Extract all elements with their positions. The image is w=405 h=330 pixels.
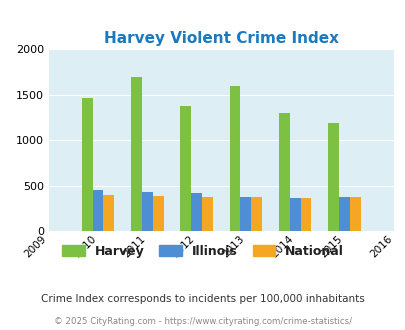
Bar <box>92 190 103 231</box>
Bar <box>338 197 349 231</box>
Bar <box>349 197 360 231</box>
Bar <box>152 196 163 231</box>
Bar <box>103 195 114 231</box>
Bar <box>202 196 212 231</box>
Text: Crime Index corresponds to incidents per 100,000 inhabitants: Crime Index corresponds to incidents per… <box>41 294 364 304</box>
Bar <box>180 106 191 231</box>
Bar <box>251 197 262 231</box>
Bar <box>240 197 251 231</box>
Bar <box>327 123 338 231</box>
Text: © 2025 CityRating.com - https://www.cityrating.com/crime-statistics/: © 2025 CityRating.com - https://www.city… <box>54 317 351 326</box>
Bar <box>229 86 240 231</box>
Bar <box>300 198 311 231</box>
Bar <box>278 113 289 231</box>
Bar <box>289 198 300 231</box>
Bar <box>81 98 92 231</box>
Title: Harvey Violent Crime Index: Harvey Violent Crime Index <box>104 31 338 46</box>
Legend: Harvey, Illinois, National: Harvey, Illinois, National <box>57 240 348 263</box>
Bar <box>142 192 152 231</box>
Bar <box>191 193 202 231</box>
Bar <box>131 77 142 231</box>
